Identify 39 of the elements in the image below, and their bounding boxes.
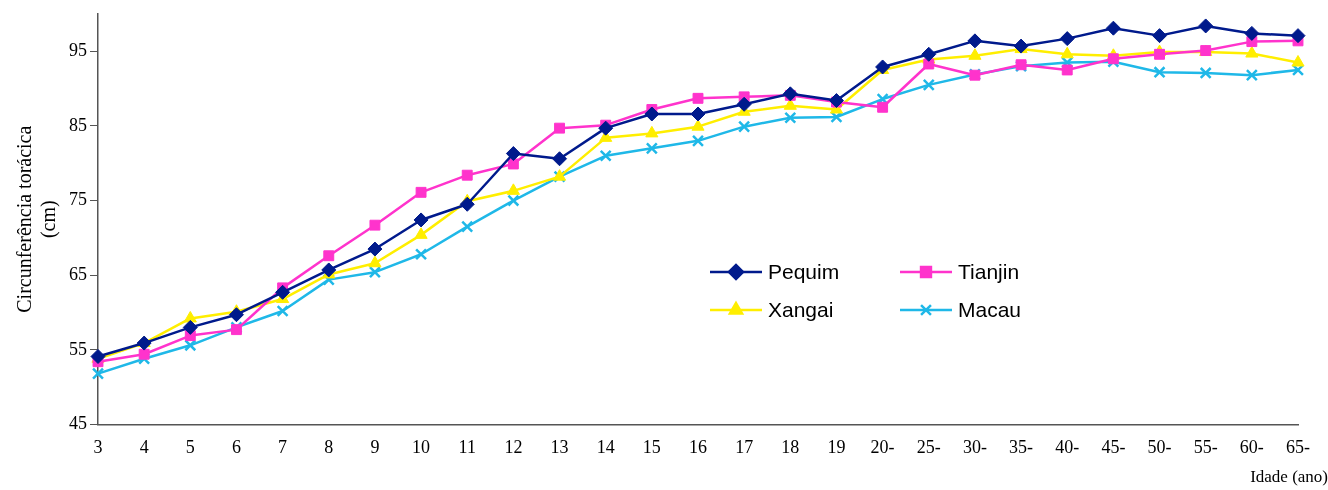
legend-label: Xangai bbox=[768, 298, 834, 323]
x-tick-label: 19 bbox=[827, 436, 846, 457]
x-tick-label: 4 bbox=[139, 436, 149, 457]
x-tick-label: 6 bbox=[231, 436, 241, 457]
x-tick-label: 30- bbox=[962, 436, 987, 457]
x-tick-label: 9 bbox=[370, 436, 380, 457]
x-tick-label: 7 bbox=[278, 436, 288, 457]
x-tick-label: 12 bbox=[504, 436, 523, 457]
x-tick-label: 5 bbox=[185, 436, 195, 457]
x-tick-label: 14 bbox=[596, 436, 615, 457]
x-tick-label: 20- bbox=[870, 436, 895, 457]
y-tick-label: 55 bbox=[69, 338, 87, 359]
legend-label: Tianjin bbox=[958, 260, 1020, 285]
x-tick-label: 15 bbox=[642, 436, 661, 457]
x-tick-label: 60- bbox=[1239, 436, 1264, 457]
y-tick-label: 85 bbox=[69, 114, 87, 135]
x-tick-label: 18 bbox=[781, 436, 800, 457]
y-tick-label: 45 bbox=[69, 413, 87, 434]
y-tick-label: 65 bbox=[69, 263, 87, 284]
x-tick-label: 8 bbox=[324, 436, 334, 457]
x-tick-label: 25- bbox=[916, 436, 941, 457]
legend-label: Pequim bbox=[768, 260, 840, 285]
x-tick-label: 45- bbox=[1101, 436, 1126, 457]
x-axis-title: Idade (ano) bbox=[1250, 466, 1328, 486]
legend-label: Macau bbox=[958, 298, 1022, 323]
x-tick-label: 65- bbox=[1286, 436, 1310, 457]
y-tick-label: 95 bbox=[69, 40, 87, 61]
x-tick-label: 35- bbox=[1009, 436, 1034, 457]
x-tick-label: 13 bbox=[550, 436, 569, 457]
x-tick-label: 17 bbox=[735, 436, 754, 457]
y-axis-title: Circunferência torácica (cm) bbox=[13, 125, 61, 313]
x-tick-label: 11 bbox=[458, 436, 476, 457]
x-tick-label: 3 bbox=[93, 436, 103, 457]
x-tick-label: 40- bbox=[1055, 436, 1080, 457]
x-tick-label: 55- bbox=[1193, 436, 1218, 457]
x-tick-label: 10 bbox=[412, 436, 431, 457]
x-tick-label: 50- bbox=[1147, 436, 1172, 457]
y-tick-label: 75 bbox=[69, 189, 87, 210]
x-tick-label: 16 bbox=[689, 436, 707, 457]
